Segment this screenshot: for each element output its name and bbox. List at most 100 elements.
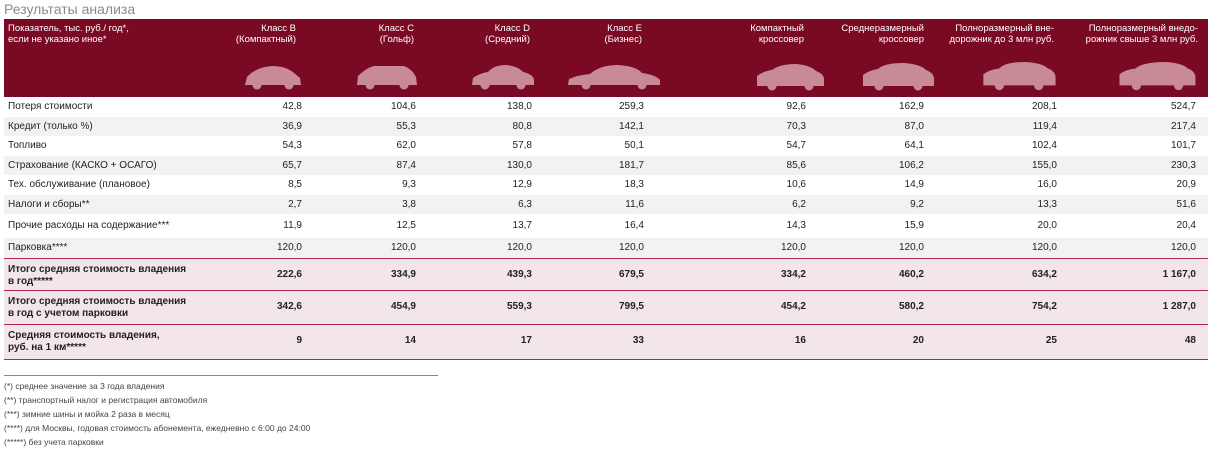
cell-value: 57,8 [512,140,532,151]
table-row: Топливо 54,3 62,0 57,8 50,1 54,7 64,1 102,4 101,… [4,136,1208,156]
table-row: Налоги и сборы** 2,7 3,8 6,3 11,6 6,2 9,2 13,3 5… [4,194,1208,214]
total-value: 334,9 [390,268,416,280]
cell-value: 9,3 [402,179,416,190]
footnote: (****) для Москвы, годовая стоимость або… [4,423,311,433]
cell-value: 3,8 [402,198,416,210]
cell-value: 11,9 [283,220,302,231]
cell-value: 92,6 [786,101,806,112]
col-sub: кроссовер [758,34,804,45]
results-table: Показатель, тыс. руб./ год*, если не ука… [4,19,1208,360]
col-name: Класс B [261,23,296,34]
total-label-line2: руб. на 1 км***** [8,341,86,353]
col-sub: (Компактный) [235,34,296,45]
row-label: Прочие расходы на содержание*** [8,220,170,231]
footnote: (*****) без учета парковки [4,437,104,447]
total-value: 222,6 [276,268,302,280]
footnote: (*) среднее значение за 3 года владения [4,381,165,391]
cell-value: 18,3 [624,179,644,190]
total-value: 454,2 [780,300,806,312]
cell-value: 104,6 [390,101,416,112]
car-large-suv-icon [1119,61,1196,91]
col-name: Класс D [494,23,530,34]
col-header-mid-crossover: Среднеразмерный кроссовер [814,23,924,45]
total-value: 754,2 [1031,300,1057,312]
cell-value: 230,3 [1170,159,1196,171]
cell-value: 16,0 [1037,179,1057,190]
cell-value: 259,3 [618,101,644,112]
total-value: 439,3 [506,268,532,280]
car-mid-crossover-icon [863,63,934,91]
notes-divider [4,375,438,376]
footnotes: (*) среднее значение за 3 года владения (… [4,379,310,449]
total-value: 454,9 [390,300,416,312]
cell-value: 142,1 [618,120,644,132]
cell-value: 54,7 [786,140,806,151]
data-rows: Потеря стоимости 42,8 104,6 138,0 259,3 92,6 1… [4,97,1208,258]
cell-value: 70,3 [786,120,806,132]
total-value: 580,2 [898,300,924,312]
total-label-line2: в год с учетом парковки [8,307,129,319]
cell-value: 120,0 [618,242,644,253]
cell-value: 8,5 [288,179,302,190]
cell-value: 120,0 [1170,242,1196,253]
total-value: 679,5 [618,268,644,280]
total-value: 48 [1184,334,1196,346]
col-header-class-e: Класс E (Бизнес) [562,23,642,45]
car-business-icon [568,65,660,90]
cell-value: 64,1 [904,140,924,151]
table-row: Кредит (только %) 36,9 55,3 80,8 142,1 70,3 87… [4,116,1208,136]
cell-value: 2,7 [288,198,302,210]
col-header-class-b: Класс B (Компактный) [216,23,296,45]
total-value: 559,3 [506,300,532,312]
cell-value: 36,9 [282,120,302,132]
total-row: Итого средняя стоимость владения в год с … [4,289,1208,324]
cell-value: 16,4 [624,220,644,231]
cell-value: 51,6 [1176,198,1196,210]
cell-value: 120,0 [898,242,924,253]
col-sub: (Гольф) [379,34,414,45]
cell-value: 102,4 [1031,140,1057,151]
row-label: Кредит (только %) [8,120,93,132]
cell-value: 6,3 [518,198,532,210]
cell-value: 62,0 [396,140,416,151]
cell-value: 130,0 [506,159,532,171]
col-name: Класс C [378,23,414,34]
row-label: Потеря стоимости [8,101,93,112]
cell-value: 11,6 [625,198,644,210]
cell-value: 12,9 [512,179,532,190]
cell-value: 87,4 [396,159,416,171]
cell-value: 20,4 [1176,220,1196,231]
cell-value: 14,9 [904,179,924,190]
cell-value: 162,9 [898,101,924,112]
cell-value: 120,0 [506,242,532,253]
total-rows: Итого средняя стоимость владения в год***… [4,257,1208,360]
page-title: Результаты анализа [4,1,136,17]
total-label-line1: Итого средняя стоимость владения [8,263,187,275]
cell-value: 101,7 [1170,140,1196,151]
cell-value: 138,0 [506,101,532,112]
cell-value: 20,9 [1176,179,1196,190]
total-row: Средняя стоимость владения, руб. на 1 км*… [4,323,1208,360]
col-sub: кроссовер [878,34,924,45]
table-row: Прочие расходы на содержание*** 11,9 12,5 1… [4,214,1208,238]
table-row: Парковка**** 120,0 120,0 120,0 120,0 120,0 120… [4,238,1208,258]
total-value: 20 [912,334,924,346]
cell-value: 65,7 [282,159,302,171]
cell-value: 524,7 [1170,101,1196,112]
col-sub: рожник свыше 3 млн руб. [1085,34,1198,45]
col-sub: (Средний) [485,34,530,45]
car-hatchback-icon [245,66,301,90]
row-label: Страхование (КАСКО + ОСАГО) [8,159,157,171]
cell-value: 155,0 [1031,159,1057,171]
col-header-suv: Полноразмерный вне- дорожник до 3 млн ру… [934,23,1054,45]
total-value: 799,5 [618,300,644,312]
footnote: (**) транспортный налог и регистрация ав… [4,395,208,405]
cell-value: 181,7 [618,159,644,171]
total-row: Итого средняя стоимость владения в год***… [4,257,1208,290]
cell-value: 85,6 [786,159,806,171]
row-label: Парковка**** [8,242,68,253]
total-value: 16 [794,334,806,346]
total-value: 460,2 [898,268,924,280]
car-sedan-icon [472,65,534,90]
row-label: Топливо [8,140,47,151]
